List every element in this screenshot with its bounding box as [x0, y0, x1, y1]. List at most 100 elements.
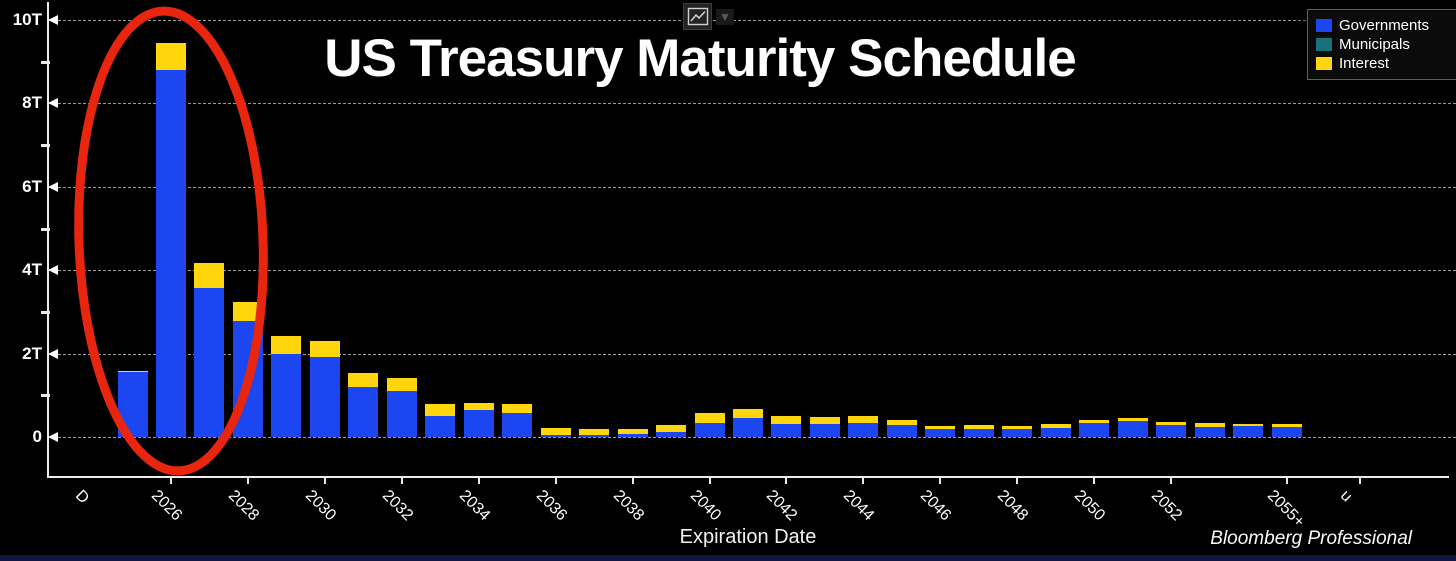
bar-2038-governments[interactable]	[617, 433, 648, 437]
bar-2053-interest[interactable]	[1194, 423, 1225, 427]
y-minor-tick	[41, 60, 50, 64]
bar-2051-governments[interactable]	[1117, 420, 1148, 437]
bar-2055+-governments[interactable]	[1271, 426, 1302, 437]
legend-swatch-icon	[1316, 57, 1332, 70]
bar-2034-interest[interactable]	[463, 402, 494, 410]
bar-2041-interest[interactable]	[733, 409, 764, 419]
bar-2026-interest[interactable]	[155, 42, 186, 71]
bar-2036-governments[interactable]	[540, 434, 571, 437]
bar-2026-governments[interactable]	[155, 70, 186, 437]
x-tick	[939, 478, 942, 484]
bar-2043-interest[interactable]	[809, 417, 840, 425]
y-tick-label: 0	[32, 427, 42, 446]
bar-2029-governments[interactable]	[271, 354, 302, 437]
y-minor-tick	[41, 144, 50, 148]
bar-2030-governments[interactable]	[309, 357, 340, 437]
bar-2031-governments[interactable]	[348, 386, 379, 437]
caret-down-icon[interactable]: ▼	[716, 8, 734, 25]
bar-2054-interest[interactable]	[1233, 423, 1264, 427]
bar-2049-interest[interactable]	[1040, 424, 1071, 428]
bar-2025-interest[interactable]	[117, 370, 148, 373]
x-tick	[708, 478, 711, 484]
bar-2044-governments[interactable]	[848, 422, 879, 437]
x-tick	[1170, 478, 1173, 484]
bar-2029-interest[interactable]	[271, 336, 302, 354]
bar-2034-governments[interactable]	[463, 409, 494, 437]
bar-2044-interest[interactable]	[848, 415, 879, 423]
bar-2035-interest[interactable]	[502, 404, 533, 413]
bar-2048-interest[interactable]	[1002, 425, 1033, 430]
x-tick	[1359, 478, 1361, 484]
bar-2051-interest[interactable]	[1117, 418, 1148, 421]
bar-2042-interest[interactable]	[771, 415, 802, 424]
x-tick	[169, 478, 172, 484]
x-tick-label: 2038	[609, 487, 647, 525]
x-tick	[554, 478, 557, 484]
bar-2050-interest[interactable]	[1079, 419, 1110, 424]
bar-2038-interest[interactable]	[617, 428, 648, 434]
bar-2039-interest[interactable]	[656, 424, 687, 432]
x-tick-label: 2036	[532, 487, 570, 525]
bar-2049-governments[interactable]	[1040, 427, 1071, 437]
bar-2041-governments[interactable]	[733, 418, 764, 437]
bar-2052-interest[interactable]	[1156, 421, 1187, 425]
legend-item-municipals[interactable]: Municipals	[1316, 36, 1456, 53]
bar-2028-governments[interactable]	[232, 321, 263, 437]
bar-2032-interest[interactable]	[386, 378, 417, 392]
chart-type-button[interactable]	[683, 3, 712, 30]
bottom-border-strip	[0, 555, 1456, 561]
bar-2054-governments[interactable]	[1233, 426, 1264, 437]
bar-2025-governments[interactable]	[117, 372, 148, 437]
bar-2048-governments[interactable]	[1002, 429, 1033, 437]
bar-2035-governments[interactable]	[502, 412, 533, 437]
x-tick-label: 2048	[994, 487, 1032, 525]
bar-2047-interest[interactable]	[963, 424, 994, 430]
x-axis-line	[47, 476, 1449, 478]
bar-2040-interest[interactable]	[694, 413, 725, 423]
bar-2055+-interest[interactable]	[1271, 424, 1302, 427]
y-tick-label: 2T	[22, 343, 42, 363]
bar-2042-governments[interactable]	[771, 423, 802, 437]
y-tick-label: 4T	[22, 260, 42, 280]
legend-swatch-icon	[1316, 19, 1332, 32]
bar-2047-governments[interactable]	[963, 429, 994, 437]
bar-2037-governments[interactable]	[579, 434, 610, 437]
bar-2039-governments[interactable]	[656, 431, 687, 437]
y-tick-arrow-icon	[48, 265, 58, 276]
x-tick	[323, 478, 326, 484]
bar-2030-interest[interactable]	[309, 340, 340, 358]
x-tick	[246, 478, 249, 484]
x-tick-label: 2032	[378, 487, 416, 525]
bar-2036-interest[interactable]	[540, 428, 571, 435]
bar-2027-interest[interactable]	[194, 263, 225, 289]
bar-2053-governments[interactable]	[1194, 426, 1225, 437]
y-tick-arrow-icon	[48, 432, 58, 442]
bar-2037-interest[interactable]	[579, 428, 610, 435]
legend-label: Governments	[1339, 17, 1430, 34]
bar-2045-interest[interactable]	[886, 419, 917, 425]
bar-2031-interest[interactable]	[348, 373, 379, 387]
bar-2052-governments[interactable]	[1156, 424, 1187, 437]
bar-2050-governments[interactable]	[1079, 423, 1110, 437]
bar-2046-governments[interactable]	[925, 429, 956, 437]
bar-2033-interest[interactable]	[425, 404, 456, 417]
legend-item-interest[interactable]: Interest	[1316, 55, 1456, 72]
y-minor-tick	[41, 394, 50, 398]
bar-2032-governments[interactable]	[386, 391, 417, 437]
bar-2046-interest[interactable]	[925, 426, 956, 430]
chart-toolbar: ▼	[683, 3, 734, 30]
bar-2045-governments[interactable]	[886, 424, 917, 437]
bar-2027-governments[interactable]	[194, 288, 225, 437]
x-tick	[862, 478, 865, 484]
x-tick	[477, 478, 480, 484]
bar-2043-governments[interactable]	[809, 424, 840, 437]
gridline	[48, 353, 1456, 355]
x-tick	[1016, 478, 1019, 484]
y-tick-arrow-icon	[48, 98, 58, 109]
y-minor-tick	[41, 310, 50, 314]
bar-2033-governments[interactable]	[425, 416, 456, 437]
legend-item-governments[interactable]: Governments	[1316, 17, 1456, 34]
bar-2028-interest[interactable]	[232, 302, 263, 322]
bar-2040-governments[interactable]	[694, 422, 725, 437]
